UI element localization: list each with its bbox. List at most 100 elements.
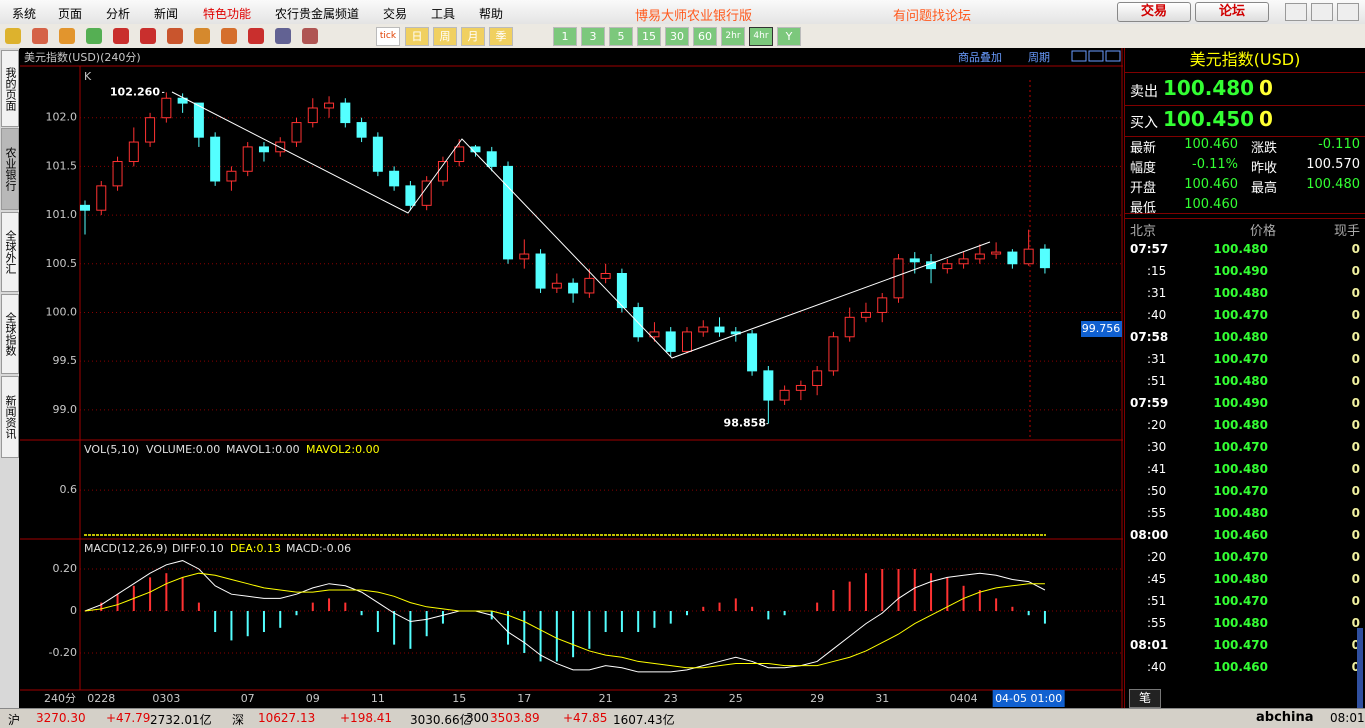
volume-legend: VOL(5,10) bbox=[84, 443, 139, 456]
quote-tab[interactable]: 笔 bbox=[1129, 689, 1161, 708]
toolbar-icon[interactable] bbox=[140, 28, 156, 44]
toolbar-icon[interactable] bbox=[248, 28, 264, 44]
x-tick-label: 07 bbox=[241, 692, 255, 705]
candle-body bbox=[698, 326, 709, 333]
y-tick-label: 100.5 bbox=[46, 257, 78, 270]
chart-control bbox=[1105, 50, 1121, 62]
toolbar-icon[interactable] bbox=[167, 28, 183, 44]
menu-button[interactable]: 论坛 bbox=[1195, 2, 1269, 22]
status-item: 3503.89 bbox=[490, 711, 540, 725]
macd-legend: DIFF:0.10 bbox=[172, 542, 224, 555]
toolbar-button[interactable]: Y bbox=[777, 27, 801, 46]
menu-item[interactable]: 页面 bbox=[58, 7, 83, 21]
menu-item[interactable]: 特色功能 bbox=[203, 7, 252, 21]
tick-cell: 0 bbox=[1351, 242, 1360, 256]
candle-body bbox=[340, 102, 351, 124]
toolbar-icon[interactable] bbox=[275, 28, 291, 44]
toolbar-icon[interactable] bbox=[113, 28, 129, 44]
chart-control bbox=[1088, 50, 1104, 62]
quote-price: 100.450 bbox=[1163, 107, 1255, 131]
toolbar-icon[interactable] bbox=[302, 28, 318, 44]
menu-item[interactable]: 系统 bbox=[12, 7, 37, 21]
window-control[interactable] bbox=[1285, 3, 1307, 21]
tick-cell: 100.470 bbox=[1213, 308, 1268, 322]
toolbar-button[interactable]: 15 bbox=[637, 27, 661, 46]
candle-body bbox=[616, 273, 627, 309]
tick-cell: 0 bbox=[1351, 572, 1360, 586]
toolbar-button[interactable]: 5 bbox=[609, 27, 633, 46]
candle-body bbox=[210, 136, 221, 182]
forum-hint[interactable]: 有问题找论坛 bbox=[893, 9, 972, 24]
toolbar-button[interactable]: 周 bbox=[433, 27, 457, 46]
tick-cell: :40 bbox=[1147, 308, 1167, 322]
toolbar-button[interactable]: 4hr bbox=[749, 27, 773, 46]
menu-item[interactable]: 农行贵金属频道 bbox=[275, 7, 360, 21]
toolbar-icon[interactable] bbox=[5, 28, 21, 44]
tick-cell: 100.480 bbox=[1213, 572, 1268, 586]
candle-body bbox=[226, 170, 237, 182]
quote-qty: 0 bbox=[1259, 107, 1273, 131]
tick-cell: 100.480 bbox=[1213, 242, 1268, 256]
toolbar-icon[interactable] bbox=[59, 28, 75, 44]
toolbar-button[interactable]: 月 bbox=[461, 27, 485, 46]
status-time: 08:01 bbox=[1330, 711, 1365, 725]
tick-cell: :45 bbox=[1147, 572, 1167, 586]
tick-cell: :40 bbox=[1147, 660, 1167, 674]
y-tick-label: 99.0 bbox=[53, 403, 78, 416]
toolbar-button[interactable]: 2hr bbox=[721, 27, 745, 46]
candle-body bbox=[128, 141, 139, 163]
quote-label: 买入 bbox=[1130, 115, 1158, 131]
candle-body bbox=[844, 316, 855, 338]
separator bbox=[1125, 105, 1365, 106]
toolbar-button[interactable]: 日 bbox=[405, 27, 429, 46]
quote-stat: 最低 bbox=[1130, 201, 1157, 216]
candle-body bbox=[258, 146, 269, 153]
window-control[interactable] bbox=[1337, 3, 1359, 21]
side-tab[interactable]: 全球指数 bbox=[1, 294, 19, 374]
toolbar-button[interactable]: 季 bbox=[489, 27, 513, 46]
status-item: 3270.30 bbox=[36, 711, 86, 725]
candle-body bbox=[324, 102, 335, 109]
menu-item[interactable]: 交易 bbox=[383, 7, 408, 21]
quote-stat: -0.110 bbox=[1318, 137, 1360, 152]
status-item: 2732.01亿 bbox=[150, 713, 212, 727]
candle-body bbox=[275, 141, 286, 153]
toolbar-button[interactable]: tick bbox=[376, 27, 400, 46]
menu-item[interactable]: 帮助 bbox=[479, 7, 504, 21]
menu-button[interactable]: 交易 bbox=[1117, 2, 1191, 22]
toolbar-icon[interactable] bbox=[32, 28, 48, 44]
toolbar-button[interactable]: 1 bbox=[553, 27, 577, 46]
toolbar-button[interactable]: 60 bbox=[693, 27, 717, 46]
date-highlight bbox=[992, 690, 1065, 707]
tick-cell: 100.470 bbox=[1213, 638, 1268, 652]
side-tab[interactable]: 我的页面 bbox=[1, 50, 19, 127]
toolbar-icon[interactable] bbox=[86, 28, 102, 44]
toolbar-icon[interactable] bbox=[221, 28, 237, 44]
quote-title: 美元指数(USD) bbox=[1125, 48, 1365, 73]
toolbar-button[interactable]: 3 bbox=[581, 27, 605, 46]
x-tick-label: 29 bbox=[810, 692, 824, 705]
candle-body bbox=[958, 258, 969, 265]
status-item: 10627.13 bbox=[258, 711, 316, 725]
side-tab[interactable]: 新闻资讯 bbox=[1, 376, 19, 458]
window-control[interactable] bbox=[1311, 3, 1333, 21]
tick-cell: 0 bbox=[1351, 638, 1360, 652]
tick-cell: :20 bbox=[1147, 550, 1167, 564]
menu-item[interactable]: 分析 bbox=[106, 7, 131, 21]
candle-body bbox=[503, 165, 514, 260]
toolbar-icon[interactable] bbox=[194, 28, 210, 44]
side-tab[interactable]: 全球外汇 bbox=[1, 212, 19, 292]
toolbar-button[interactable]: 30 bbox=[665, 27, 689, 46]
chart: 美元指数(USD)(240分) 商品叠加 周期 K 99.0 99.5 100.0 100.5… bbox=[20, 48, 1124, 708]
menu-item[interactable]: 工具 bbox=[431, 7, 456, 21]
macd-legend: MACD:-0.06 bbox=[286, 542, 351, 555]
volume-legend: MAVOL1:0.00 bbox=[226, 443, 300, 456]
candle-body bbox=[665, 331, 676, 352]
tick-cell: 0 bbox=[1351, 550, 1360, 564]
side-tab[interactable]: 农业银行 bbox=[1, 128, 19, 210]
tick-cell: 0 bbox=[1351, 286, 1360, 300]
menu-item[interactable]: 新闻 bbox=[154, 7, 179, 21]
candle-body bbox=[307, 107, 318, 124]
status-item: 3030.66亿 bbox=[410, 713, 472, 727]
